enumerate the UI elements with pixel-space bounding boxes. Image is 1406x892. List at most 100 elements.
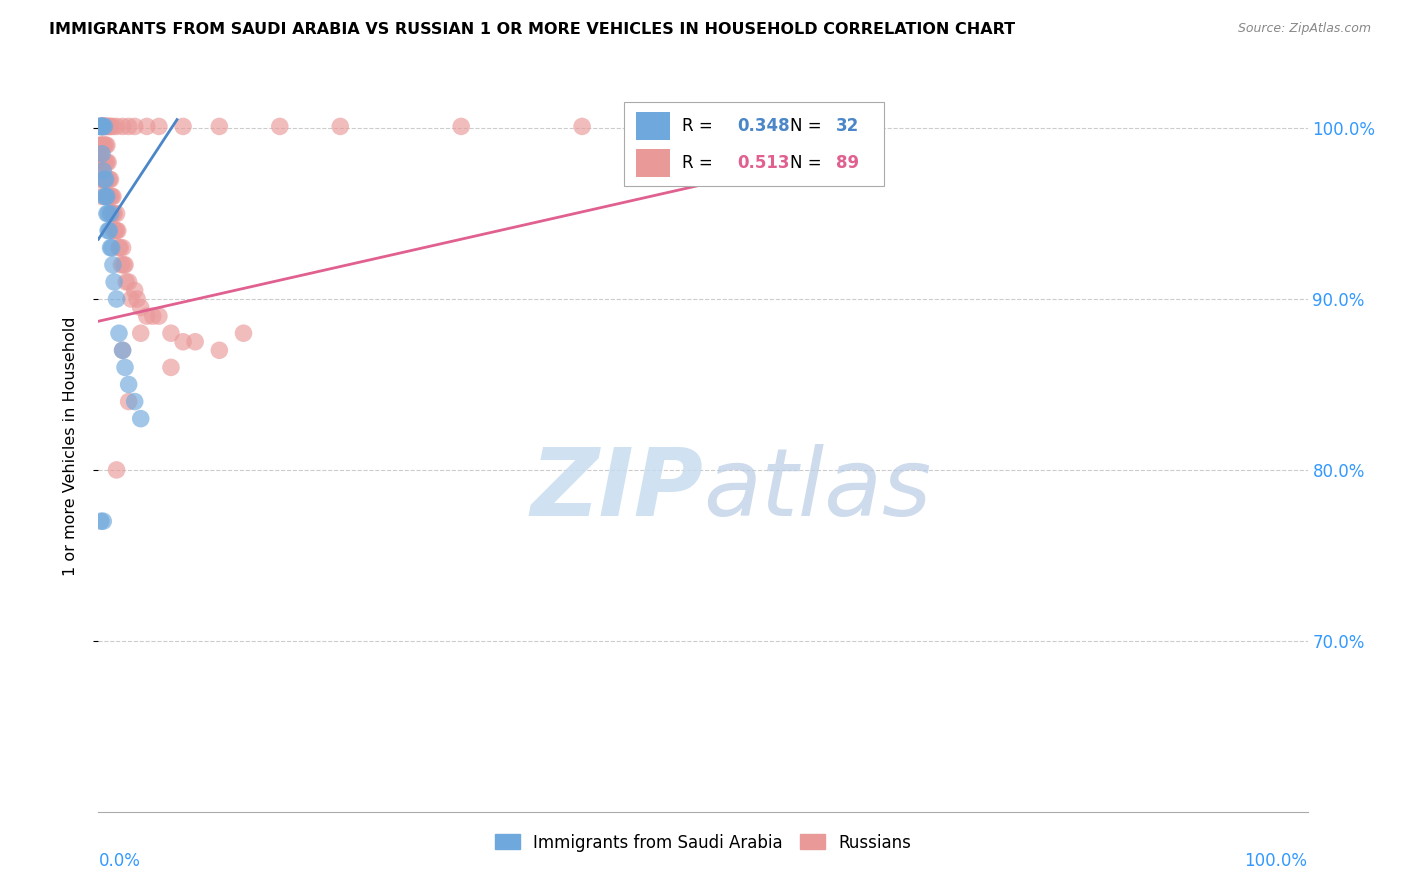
Point — [232, 326, 254, 341]
Point — [89, 155, 111, 169]
Point — [97, 120, 120, 134]
Point — [94, 172, 117, 186]
Point — [160, 360, 183, 375]
Point — [91, 120, 114, 134]
Point — [100, 241, 122, 255]
Point — [97, 224, 120, 238]
Point — [96, 189, 118, 203]
Point — [105, 463, 128, 477]
Point — [108, 241, 131, 255]
Text: 89: 89 — [837, 154, 859, 172]
Text: 0.0%: 0.0% — [98, 852, 141, 870]
Point — [692, 120, 714, 134]
Point — [91, 120, 114, 134]
Y-axis label: 1 or more Vehicles in Household: 1 or more Vehicles in Household — [63, 317, 77, 575]
Point — [135, 120, 157, 134]
Point — [129, 326, 152, 341]
Point — [118, 275, 141, 289]
Point — [110, 258, 132, 272]
Text: Source: ZipAtlas.com: Source: ZipAtlas.com — [1237, 22, 1371, 36]
Point — [112, 258, 135, 272]
Point — [104, 224, 127, 238]
Point — [94, 172, 117, 186]
Point — [93, 120, 115, 134]
Point — [101, 120, 124, 134]
Point — [96, 120, 118, 134]
Text: IMMIGRANTS FROM SAUDI ARABIA VS RUSSIAN 1 OR MORE VEHICLES IN HOUSEHOLD CORRELAT: IMMIGRANTS FROM SAUDI ARABIA VS RUSSIAN … — [49, 22, 1015, 37]
Point — [184, 334, 207, 349]
Text: 32: 32 — [837, 118, 859, 136]
Point — [91, 155, 114, 169]
Point — [91, 164, 114, 178]
Point — [135, 309, 157, 323]
Point — [97, 172, 120, 186]
Point — [100, 172, 122, 186]
Point — [208, 120, 231, 134]
Point — [124, 284, 146, 298]
Point — [94, 155, 117, 169]
Text: ZIP: ZIP — [530, 444, 703, 536]
Point — [100, 206, 122, 220]
Point — [450, 120, 472, 134]
Point — [93, 155, 115, 169]
Point — [105, 120, 128, 134]
Point — [96, 155, 118, 169]
Point — [97, 155, 120, 169]
Point — [97, 206, 120, 220]
Point — [148, 120, 170, 134]
Point — [111, 343, 134, 358]
Point — [142, 309, 165, 323]
Text: R =: R = — [682, 118, 718, 136]
Point — [91, 172, 114, 186]
Point — [96, 206, 118, 220]
Point — [91, 189, 114, 203]
Point — [148, 309, 170, 323]
Point — [93, 120, 115, 134]
Point — [329, 120, 352, 134]
Point — [98, 224, 121, 238]
Point — [93, 172, 115, 186]
Point — [90, 138, 112, 153]
Text: 100.0%: 100.0% — [1244, 852, 1308, 870]
Point — [98, 172, 121, 186]
Point — [94, 120, 117, 134]
Legend: Immigrants from Saudi Arabia, Russians: Immigrants from Saudi Arabia, Russians — [488, 827, 918, 858]
Point — [90, 155, 112, 169]
Point — [127, 292, 149, 306]
Point — [118, 394, 141, 409]
Point — [93, 120, 115, 134]
Point — [111, 241, 134, 255]
Point — [101, 189, 124, 203]
Point — [91, 172, 114, 186]
Point — [129, 301, 152, 315]
Text: 0.513: 0.513 — [737, 154, 789, 172]
FancyBboxPatch shape — [624, 103, 884, 186]
Point — [103, 275, 125, 289]
Text: N =: N = — [790, 118, 827, 136]
FancyBboxPatch shape — [637, 149, 671, 177]
Point — [111, 120, 134, 134]
Point — [101, 206, 124, 220]
Point — [103, 224, 125, 238]
Point — [208, 343, 231, 358]
Point — [118, 120, 141, 134]
Point — [91, 138, 114, 153]
Point — [115, 275, 138, 289]
Point — [93, 172, 115, 186]
Text: 0.348: 0.348 — [737, 118, 790, 136]
Text: N =: N = — [790, 154, 827, 172]
Point — [89, 138, 111, 153]
Point — [129, 411, 152, 425]
Point — [91, 120, 114, 134]
Point — [91, 120, 114, 134]
Point — [124, 394, 146, 409]
Point — [91, 146, 114, 161]
Point — [120, 292, 142, 306]
Point — [105, 292, 128, 306]
Point — [114, 360, 136, 375]
Point — [96, 189, 118, 203]
Point — [91, 138, 114, 153]
Point — [111, 343, 134, 358]
Point — [105, 224, 128, 238]
Point — [101, 258, 124, 272]
